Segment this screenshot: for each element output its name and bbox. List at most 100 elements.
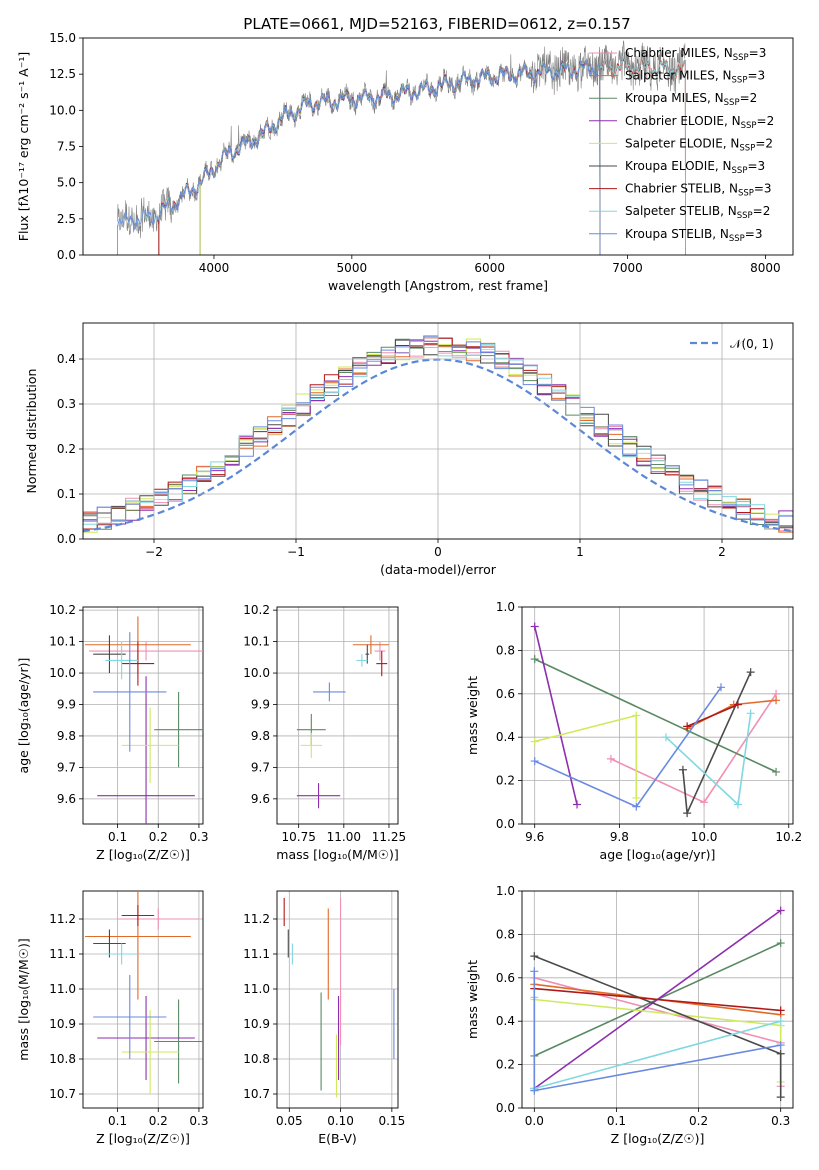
weight-marker xyxy=(530,655,539,664)
x-tick-label: 11.25 xyxy=(372,830,406,844)
age_vs_mass-errorbars xyxy=(296,635,389,809)
y-axis-label: mass [log₁₀(M/M☉)] xyxy=(16,938,31,1060)
axes-frame xyxy=(82,890,204,1109)
x-tick-label: 10.2 xyxy=(775,830,802,844)
legend-entry: Chabrier ELODIE, NSSP=2 xyxy=(625,114,774,131)
y-tick-label: 10.8 xyxy=(49,1052,76,1066)
x-tick-label: 2 xyxy=(718,545,726,559)
axes-frame xyxy=(82,37,794,256)
weight-marker xyxy=(530,967,539,976)
x-tick-label: 0.3 xyxy=(771,1114,790,1128)
x-tick-label: 4000 xyxy=(199,261,230,275)
y-tick-label: 12.5 xyxy=(49,67,76,81)
weight-marker xyxy=(776,939,785,948)
y-tick-label: 10.2 xyxy=(49,603,76,617)
x-axis-label: (data-model)/error xyxy=(380,562,497,577)
x-axis-label: Z [log₁₀(Z/Z☉)] xyxy=(96,847,190,862)
axes-frame xyxy=(276,890,399,1109)
y-tick-label: 9.7 xyxy=(57,760,76,774)
legend-entry: Chabrier STELIB, NSSP=3 xyxy=(625,182,772,199)
axes-frame xyxy=(276,606,399,825)
y-tick-label: 10.9 xyxy=(49,1017,76,1031)
x-tick-label: 0.2 xyxy=(689,1114,708,1128)
weight-marker xyxy=(632,802,641,811)
weight-marker xyxy=(530,737,539,746)
weight-marker xyxy=(683,809,692,818)
mass_vs_EBV-axes: 0.05 0.10 0.15 10.7 10.8 10.9 11.0 11.1 11.2 E(B-… xyxy=(243,890,405,1146)
y-axis-label: mass weight xyxy=(465,960,480,1039)
y-tick-label: 0.0 xyxy=(496,817,515,831)
x-tick-label: 9.6 xyxy=(525,830,544,844)
mass_vs_Z-axes: 0.1 0.2 0.3 10.7 10.8 10.9 11.0 11.1 11.2 Z [log₁… xyxy=(16,890,208,1146)
weight-line xyxy=(534,955,782,1098)
y-tick-label: 0.2 xyxy=(57,442,76,456)
y-tick-label: 10.2 xyxy=(243,603,270,617)
weight-marker xyxy=(606,754,615,763)
weight-marker xyxy=(530,622,539,631)
y-tick-label: 0.2 xyxy=(496,774,515,788)
y-tick-label: 10.8 xyxy=(243,1052,270,1066)
x-tick-label: 0.3 xyxy=(189,1114,208,1128)
weight-marker xyxy=(700,798,709,807)
weight-line xyxy=(534,714,638,798)
legend-entry: Kroupa MILES, NSSP=2 xyxy=(625,91,757,108)
x-tick-label: −1 xyxy=(287,545,305,559)
x-tick-label: 5000 xyxy=(337,261,368,275)
legend-entry: Salpeter STELIB, NSSP=2 xyxy=(625,204,770,221)
weight-marker xyxy=(776,906,785,915)
y-tick-label: 0.0 xyxy=(496,1101,515,1115)
residuals-axes: −2 −1 0 1 2 0.0 0.1 0.2 0.3 0.4 (data-model)/error… xyxy=(24,322,794,577)
legend-entry: Kroupa ELODIE, NSSP=3 xyxy=(625,159,765,176)
y-tick-label: 0.4 xyxy=(496,730,515,744)
x-tick-label: 0.2 xyxy=(149,830,168,844)
y-tick-label: 11.0 xyxy=(49,982,76,996)
legend-entry: Salpeter ELODIE, NSSP=2 xyxy=(625,136,773,153)
y-tick-label: 7.5 xyxy=(57,140,76,154)
spectrum-plot xyxy=(117,40,686,255)
x-tick-label: 0.1 xyxy=(108,830,127,844)
y-tick-label: 9.9 xyxy=(251,697,270,711)
y-tick-label: 10.9 xyxy=(243,1017,270,1031)
x-tick-label: 0 xyxy=(434,545,442,559)
spectrum-legend: Chabrier MILES, NSSP=3 Salpeter MILES, NS… xyxy=(589,46,774,244)
weight-marker xyxy=(776,1017,785,1026)
weight-marker xyxy=(530,757,539,766)
axes-frame xyxy=(521,890,794,1109)
legend-entry: Chabrier MILES, NSSP=3 xyxy=(625,46,766,63)
x-tick-label: 0.1 xyxy=(607,1114,626,1128)
y-tick-label: 0.8 xyxy=(496,927,515,941)
x-tick-label: 0.0 xyxy=(525,1114,544,1128)
weight-marker xyxy=(776,1041,785,1050)
weight-line xyxy=(534,998,782,1082)
x-tick-label: 10.75 xyxy=(281,830,315,844)
x-tick-label: 10.0 xyxy=(691,830,718,844)
y-tick-label: 0.0 xyxy=(57,532,76,546)
weight-marker xyxy=(661,733,670,742)
y-tick-label: 9.6 xyxy=(251,792,270,806)
y-tick-label: 9.9 xyxy=(57,697,76,711)
x-axis-label: wavelength [Angstrom, rest frame] xyxy=(328,278,548,293)
x-tick-label: 0.15 xyxy=(378,1114,405,1128)
weight-marker xyxy=(530,1086,539,1095)
weight-line xyxy=(533,626,578,805)
weight_vs_Z-axes: 0.0 0.1 0.2 0.3 0.0 0.2 0.4 0.6 0.8 1.0 Z [log₁₀(Z… xyxy=(465,884,794,1146)
x-tick-label: 8000 xyxy=(750,261,781,275)
y-tick-label: 0.6 xyxy=(496,687,515,701)
weight_vs_age-axes: 9.6 9.8 10.0 10.2 0.0 0.2 0.4 0.6 0.8 1.0 age [log… xyxy=(465,600,802,862)
y-tick-label: 10.7 xyxy=(49,1087,76,1101)
x-axis-label: Z [log₁₀(Z/Z☉)] xyxy=(611,1131,705,1146)
weight-marker xyxy=(733,700,742,709)
weight-marker xyxy=(746,668,755,677)
x-tick-label: 9.8 xyxy=(610,830,629,844)
y-tick-label: 0.1 xyxy=(57,487,76,501)
model-spectrum-line xyxy=(117,59,601,255)
y-tick-label: 10.1 xyxy=(49,635,76,649)
weight-marker xyxy=(733,800,742,809)
axes-frame xyxy=(82,606,204,825)
y-tick-label: 10.0 xyxy=(243,666,270,680)
y-tick-label: 15.0 xyxy=(49,31,76,45)
y-tick-label: 1.0 xyxy=(496,600,515,614)
weight-marker xyxy=(678,765,687,774)
y-tick-label: 2.5 xyxy=(57,212,76,226)
residuals-legend: 𝒩(0, 1) xyxy=(690,337,774,351)
